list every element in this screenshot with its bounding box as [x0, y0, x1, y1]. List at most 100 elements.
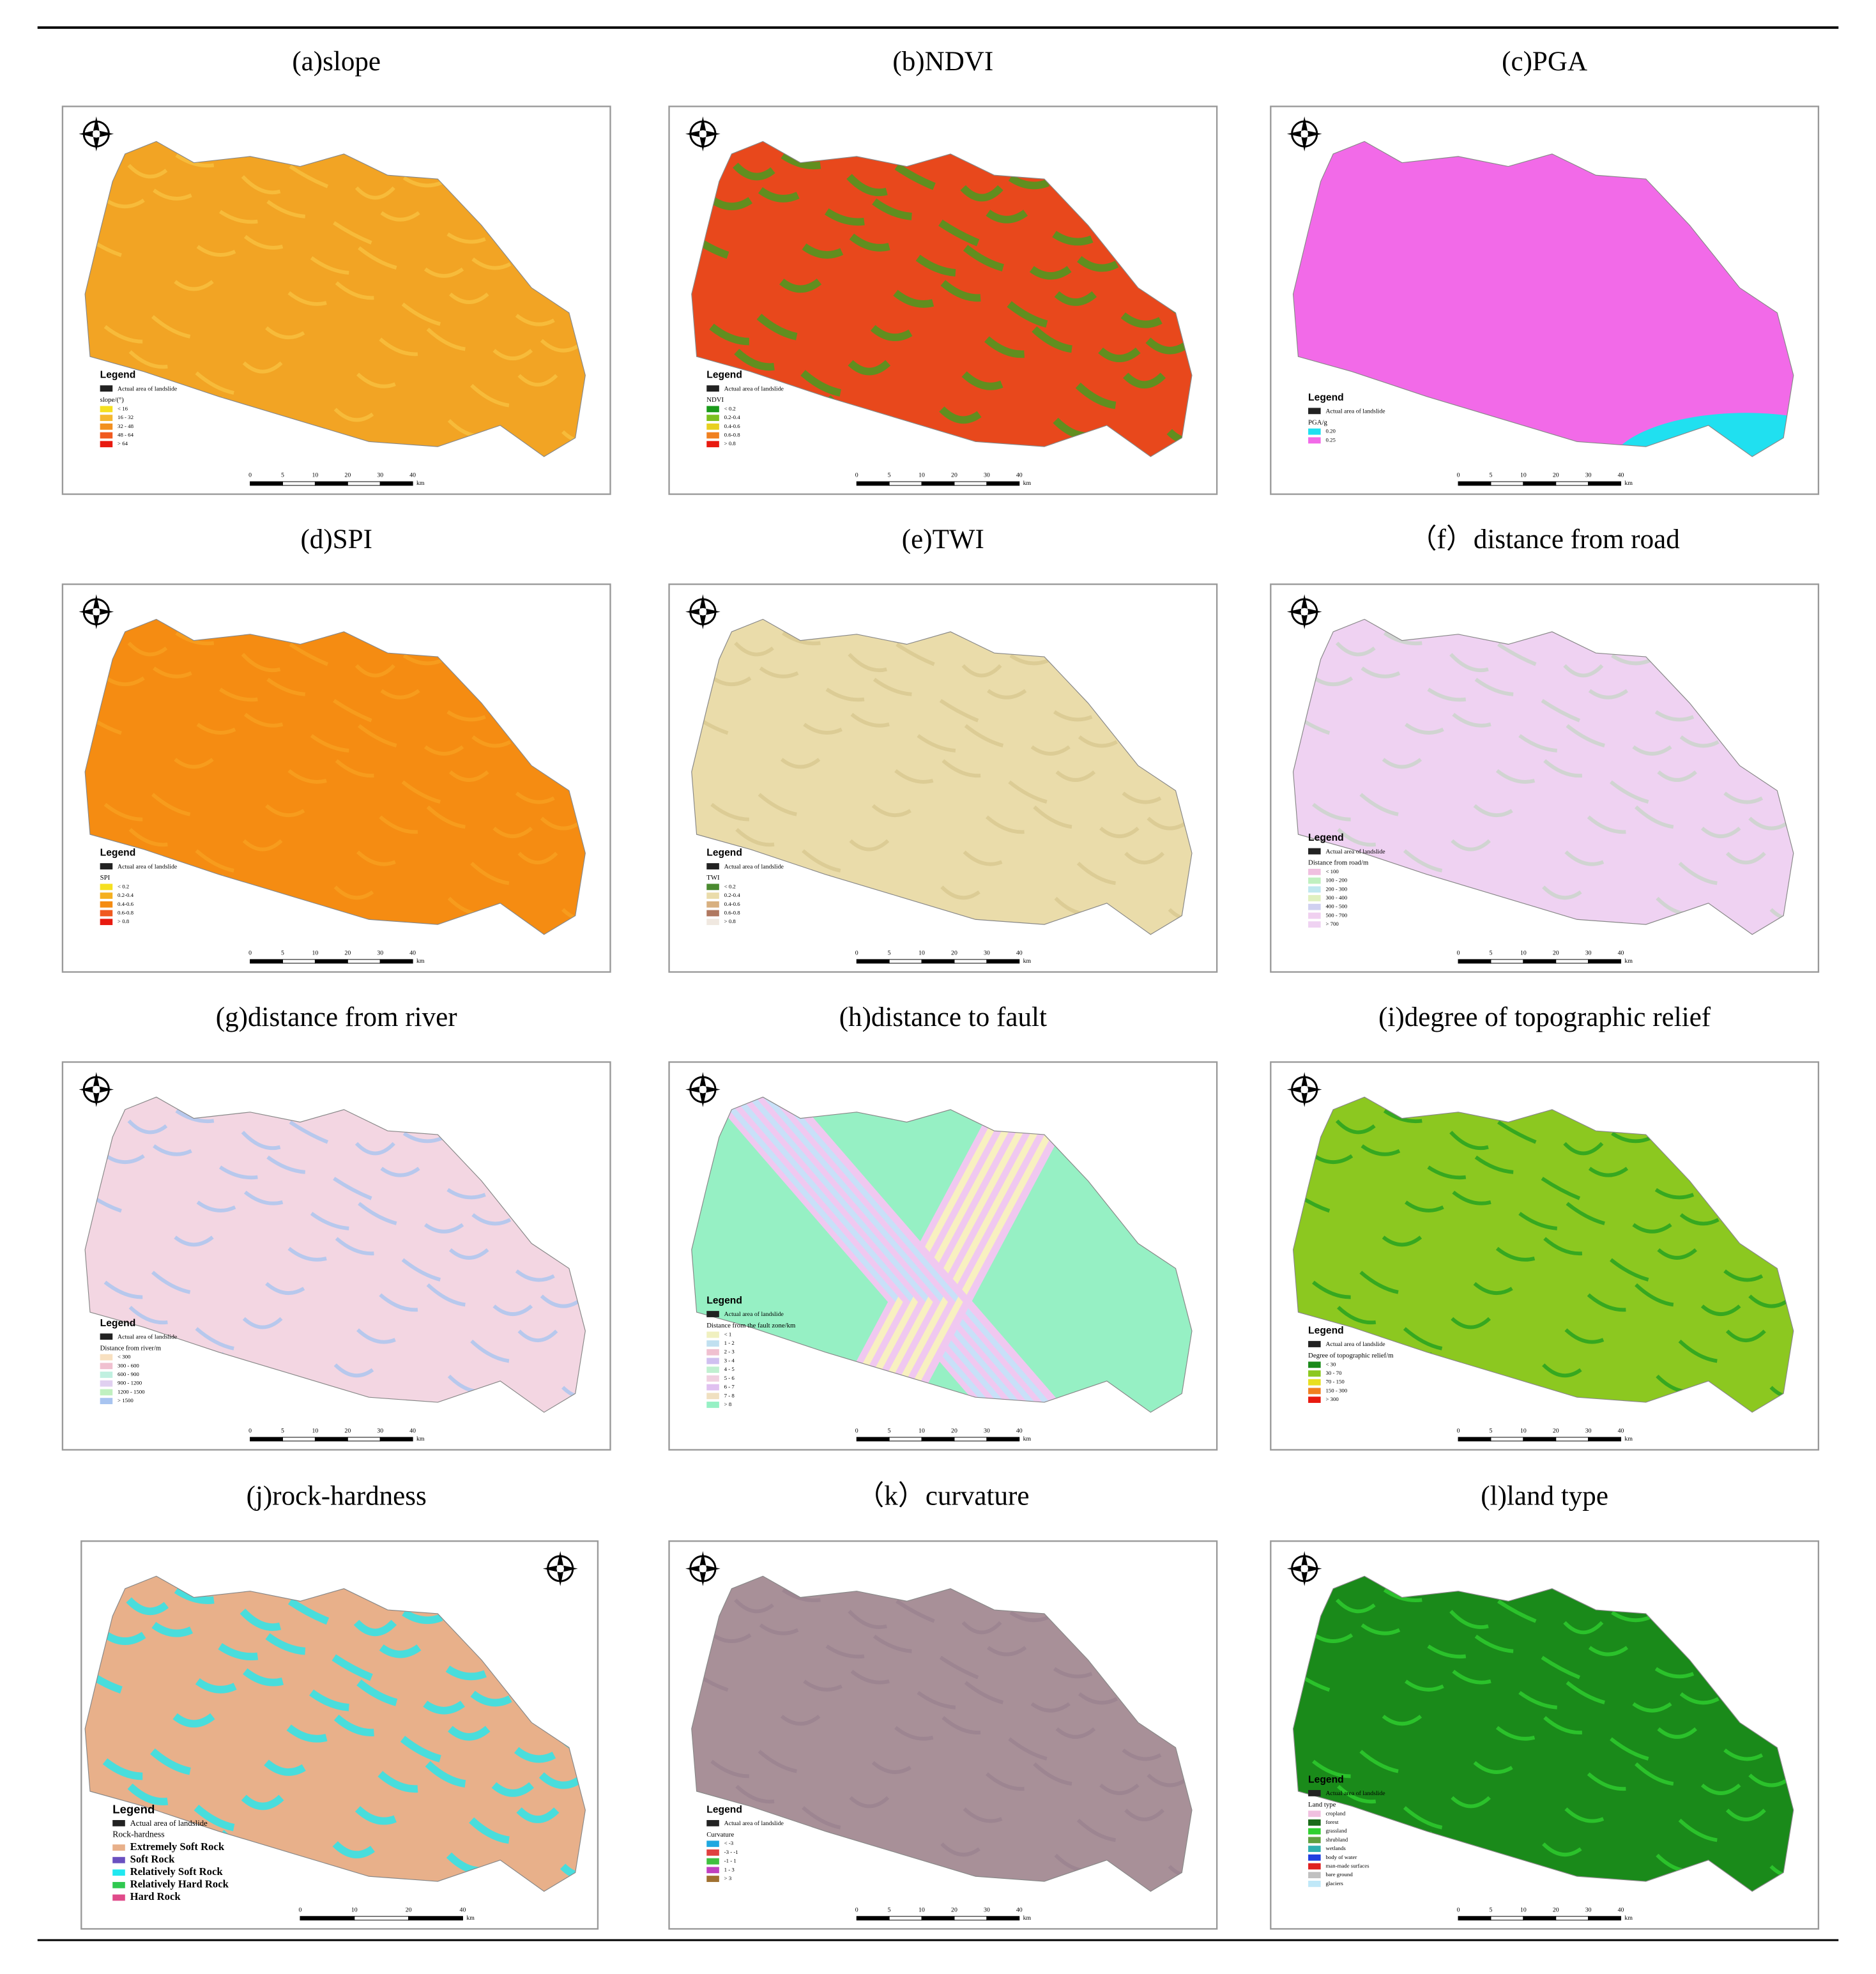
- texture: [756, 314, 798, 340]
- texture: [1563, 1142, 1604, 1156]
- texture: [380, 1167, 420, 1177]
- texture: [127, 1119, 168, 1135]
- texture: [1033, 1762, 1072, 1786]
- legend-swatch: [706, 406, 719, 413]
- texture: [1055, 1727, 1096, 1739]
- texture: [402, 1609, 443, 1625]
- compass-star: [1286, 1551, 1322, 1586]
- scale-segment: [888, 1437, 922, 1442]
- texture: [470, 1339, 510, 1363]
- scale-label: 0: [248, 1427, 252, 1434]
- legend-title: Legend: [100, 370, 136, 381]
- texture: [1145, 337, 1188, 355]
- legend-item: < 0.2: [118, 883, 129, 889]
- compass-star: [685, 116, 721, 152]
- texture: [873, 677, 912, 696]
- texture: [1337, 1306, 1376, 1325]
- texture: [356, 372, 396, 388]
- texture: [265, 326, 305, 340]
- legend-item: glaciers: [1325, 1880, 1343, 1886]
- legend-item: 0.6-0.8: [724, 432, 741, 438]
- texture: [1563, 1621, 1604, 1635]
- legend-swatch: [706, 385, 719, 392]
- legend-item: 48 - 64: [118, 432, 134, 438]
- region-outline: [84, 618, 586, 935]
- compass-star: [79, 1072, 114, 1107]
- texture: [1632, 1223, 1672, 1234]
- texture: [380, 689, 420, 700]
- legend-heading: Rock-hardness: [112, 1830, 164, 1839]
- scale-label: 30: [984, 1906, 990, 1913]
- scale-segment: [856, 1916, 890, 1921]
- study-region: [691, 141, 1192, 457]
- texture: [986, 210, 1028, 224]
- legend-item: 300 - 600: [118, 1362, 139, 1368]
- scale-label: 20: [344, 471, 351, 478]
- compass-star: [79, 116, 114, 152]
- scale-label: 40: [1016, 949, 1023, 956]
- scale-label: 30: [1585, 949, 1592, 956]
- legend-item: > 0.8: [118, 918, 130, 924]
- texture: [1542, 1363, 1582, 1378]
- legend-landslide: Actual area of landslide: [724, 863, 784, 870]
- legend-swatch: [112, 1894, 125, 1901]
- texture: [1030, 745, 1071, 756]
- scale-label: 30: [377, 1427, 383, 1434]
- texture: [1312, 1759, 1351, 1779]
- legend-item: < 0.2: [724, 405, 736, 411]
- legend-item: < 100: [1325, 868, 1339, 875]
- scale-label: 20: [406, 1906, 412, 1913]
- texture: [540, 339, 581, 353]
- texture: [1312, 1280, 1351, 1299]
- legend-swatch: [1308, 1396, 1321, 1404]
- legend-swatch: [706, 1375, 719, 1382]
- scale-segment: [300, 1916, 355, 1921]
- texture: [1008, 1737, 1048, 1761]
- legend-swatch: [100, 406, 113, 413]
- legend-swatch: [1308, 437, 1321, 444]
- legend-swatch: [706, 1393, 719, 1400]
- texture: [1076, 862, 1116, 885]
- scale-unit: km: [1624, 1915, 1633, 1922]
- texture: [218, 1642, 259, 1661]
- scale-segment: [347, 1437, 381, 1442]
- legend-item: 0.2-0.4: [724, 414, 741, 420]
- scale-label: 10: [919, 471, 925, 478]
- texture: [355, 186, 395, 200]
- texture: [151, 1271, 191, 1294]
- texture: [1335, 641, 1376, 657]
- texture: [103, 1280, 143, 1299]
- scale-unit: km: [416, 1435, 425, 1442]
- texture: [151, 793, 191, 816]
- map-panel: Legend Actual area of landslide Rock-hardn…: [80, 1540, 599, 1930]
- legend-landslide: Actual area of landslide: [118, 385, 177, 392]
- legend-swatch: [1308, 886, 1321, 893]
- compass-star: [542, 1551, 578, 1586]
- legend-item: 300 - 400: [1325, 894, 1347, 901]
- scale-label: 10: [919, 1906, 925, 1913]
- texture: [1053, 1667, 1093, 1679]
- scale-label: 5: [281, 1427, 284, 1434]
- texture: [196, 1200, 236, 1213]
- texture: [448, 1725, 491, 1741]
- texture: [287, 1598, 330, 1625]
- scale-segment: [1523, 481, 1557, 486]
- texture: [1427, 687, 1467, 702]
- texture: [781, 151, 821, 170]
- scale-unit: km: [1023, 1915, 1032, 1922]
- texture: [758, 793, 797, 816]
- legend-swatch: [706, 1366, 719, 1373]
- map-panel: Legend Actual area of landslide PGA/g 0.20 0…: [1270, 105, 1820, 495]
- texture: [1678, 1339, 1718, 1363]
- texture: [1449, 1610, 1489, 1630]
- texture: [446, 710, 486, 722]
- texture: [175, 1109, 215, 1124]
- texture: [1723, 792, 1764, 804]
- texture: [850, 1669, 890, 1685]
- scale-label: 20: [951, 949, 957, 956]
- scale-segment: [1490, 1916, 1524, 1921]
- region-outline: [84, 1096, 586, 1413]
- region-outline: [691, 618, 1193, 935]
- scale-segment: [986, 1916, 1020, 1921]
- legend-title: Legend: [100, 848, 136, 859]
